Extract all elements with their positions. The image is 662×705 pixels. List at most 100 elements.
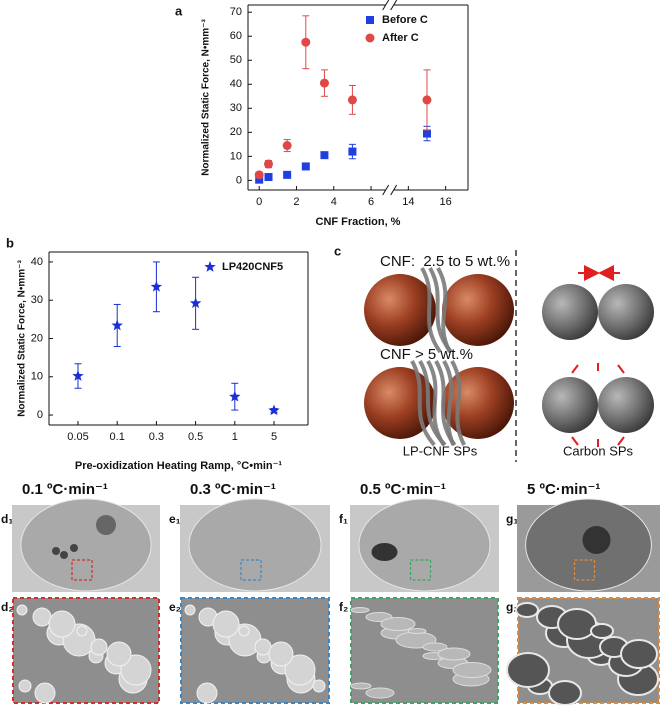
- diagram-caption: Carbon SPs: [563, 443, 634, 458]
- crack-mark: [617, 364, 625, 374]
- legend-label: Before C: [382, 14, 428, 26]
- sem-sphere: [268, 641, 294, 667]
- sem-network: [422, 642, 448, 652]
- marker-star: [268, 404, 280, 416]
- fiber: [426, 360, 446, 447]
- legend-label: After C: [382, 32, 419, 44]
- sem-foam-cell: [548, 680, 582, 705]
- sem-foam-cell: [620, 639, 658, 669]
- sem-sphere: [238, 625, 250, 637]
- crack-mark: [571, 436, 579, 446]
- y-tick-label: 20: [230, 126, 242, 138]
- diagram-caption: LP-CNF SPs: [403, 443, 478, 458]
- sem-pore: [52, 547, 60, 555]
- sem-sphere: [196, 682, 218, 704]
- marker-star: [150, 280, 163, 292]
- region-marker: [71, 559, 93, 581]
- sem-sphere: [90, 638, 108, 656]
- sem-pore: [60, 551, 68, 559]
- x-tick-label: 14: [402, 196, 414, 208]
- carbon-sphere: [598, 377, 654, 433]
- x-tick-label: 0.5: [188, 431, 203, 443]
- micrograph-label: d₂: [1, 600, 14, 614]
- sem-sphere: [120, 654, 152, 686]
- diagram-row-label: CNF: 2.5 to 5 wt.%: [380, 253, 510, 270]
- panel-label: b: [6, 235, 14, 250]
- y-tick-label: 50: [230, 54, 242, 66]
- carbon-sphere: [598, 284, 654, 340]
- fiber: [420, 267, 442, 354]
- marker-star: [229, 390, 241, 402]
- crack-mark: [617, 436, 625, 446]
- polymer-sphere: [364, 274, 436, 346]
- y-tick-label: 30: [31, 294, 43, 306]
- marker-square: [283, 170, 292, 179]
- sem-sphere: [212, 610, 240, 638]
- marker-circle: [282, 141, 292, 151]
- y-tick-label: 40: [31, 256, 43, 268]
- marker-square: [255, 175, 264, 184]
- y-tick-label: 60: [230, 30, 242, 42]
- x-tick-label: 0.05: [67, 431, 88, 443]
- axis-break: [390, 184, 398, 196]
- marker-circle: [301, 37, 311, 47]
- x-tick-label: 6: [368, 196, 374, 208]
- axis-break: [382, 0, 390, 11]
- sem-sphere: [312, 679, 326, 693]
- x-tick-label: 0: [256, 196, 262, 208]
- x-axis-label: CNF Fraction, %: [316, 216, 401, 228]
- sem-network: [365, 687, 395, 699]
- micrograph-title: 0.3 ºC·min⁻¹: [190, 481, 276, 498]
- axis-break: [390, 0, 398, 11]
- carbon-sphere: [542, 377, 598, 433]
- sem-fiber-section: [188, 498, 322, 592]
- sem-sphere: [32, 607, 52, 627]
- diagram-row-label: CNF > 5 wt.%: [380, 346, 473, 363]
- sem-sphere: [184, 604, 196, 616]
- sem-foam-cell: [506, 652, 550, 688]
- axis-break: [382, 184, 390, 196]
- fiber: [410, 360, 436, 447]
- y-tick-label: 10: [31, 371, 43, 383]
- fiber: [436, 267, 452, 353]
- sem-fiber-section: [358, 498, 491, 592]
- micrograph-label: g₁: [506, 512, 518, 526]
- micrograph-label: e₁: [169, 512, 181, 526]
- polymer-sphere: [442, 274, 514, 346]
- micrograph-label: d₁: [1, 512, 13, 526]
- micrograph-title: 0.5 ºC·min⁻¹: [360, 481, 446, 498]
- marker-star: [111, 319, 123, 331]
- marker-square: [320, 151, 329, 160]
- sem-foam-cell: [590, 623, 614, 639]
- y-tick-label: 70: [230, 6, 242, 18]
- marker-star: [189, 297, 202, 309]
- marker-circle: [254, 170, 264, 180]
- micrograph-label: f₂: [339, 600, 348, 614]
- micrograph-label: e₂: [169, 600, 181, 614]
- region-marker: [573, 559, 596, 581]
- sem-network: [350, 682, 372, 690]
- y-axis-label: Normalized Static Force, N•mm⁻³: [201, 19, 212, 176]
- x-tick-label: 4: [331, 196, 337, 208]
- sem-sphere: [284, 654, 316, 686]
- legend-marker: [204, 261, 216, 272]
- y-tick-label: 20: [31, 332, 43, 344]
- marker-star: [72, 370, 84, 381]
- sem-sphere: [106, 641, 132, 667]
- micrograph-label: f₁: [339, 512, 348, 526]
- micrograph-title: 0.1 ºC·min⁻¹: [22, 481, 108, 498]
- sem-sphere: [34, 682, 56, 704]
- sem-foam-cell: [557, 608, 597, 640]
- x-tick-label: 5: [271, 431, 277, 443]
- region-marker: [409, 559, 432, 581]
- sem-foam-cell: [515, 602, 539, 618]
- y-tick-label: 0: [236, 174, 242, 186]
- sem-pore: [371, 543, 398, 561]
- sem-pore: [96, 515, 116, 535]
- sem-sphere: [18, 679, 32, 693]
- sem-network: [437, 647, 471, 661]
- sem-network: [452, 662, 492, 678]
- sem-sphere: [48, 610, 76, 638]
- y-axis-label: Normalized Static Force, N•mm⁻³: [17, 260, 28, 417]
